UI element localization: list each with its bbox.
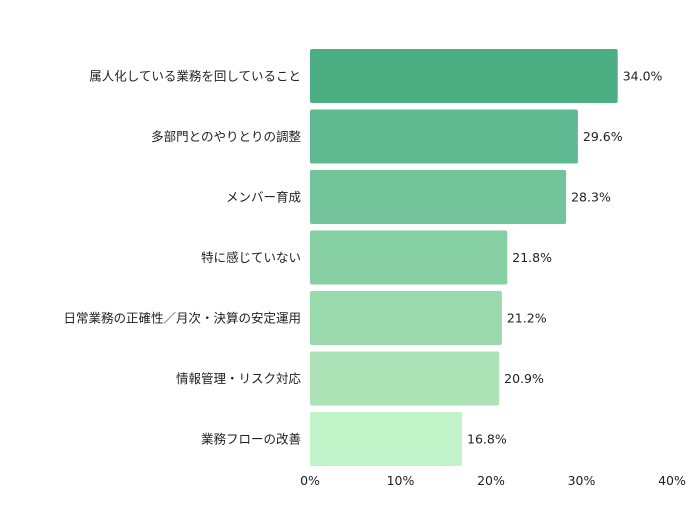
value-labels: 34.0% 29.6% 28.3% 21.8% 21.2% 20.9% 16.8% bbox=[467, 69, 662, 447]
bars-group bbox=[310, 49, 618, 466]
category-label: 情報管理・リスク対応 bbox=[176, 371, 302, 386]
value-label: 34.0% bbox=[623, 69, 663, 84]
x-tick-label: 20% bbox=[477, 473, 505, 488]
bar-2 bbox=[310, 170, 567, 224]
value-label: 29.6% bbox=[583, 129, 623, 144]
x-tick-label: 40% bbox=[658, 473, 686, 488]
x-axis-ticks: 0% 10% 20% 30% 40% bbox=[300, 473, 686, 488]
bar-3 bbox=[310, 230, 508, 285]
category-label: 特に感じていない bbox=[201, 250, 301, 265]
value-label: 16.8% bbox=[467, 432, 507, 447]
category-label: 属人化している業務を回していること bbox=[89, 69, 301, 84]
value-label: 21.8% bbox=[512, 250, 552, 265]
category-label: 多部門とのやりとりの調整 bbox=[151, 129, 301, 144]
bar-5 bbox=[310, 351, 500, 406]
value-label: 28.3% bbox=[571, 190, 611, 205]
bar-4 bbox=[310, 291, 502, 345]
category-label: 日常業務の正確性／月次・決算の安定運用 bbox=[63, 311, 301, 326]
value-label: 21.2% bbox=[507, 311, 547, 326]
x-tick-label: 0% bbox=[300, 473, 320, 488]
category-labels: 属人化している業務を回していること多部門とのやりとりの調整メンバー育成特に感じて… bbox=[63, 69, 301, 447]
category-label: メンバー育成 bbox=[226, 190, 301, 205]
category-label: 業務フローの改善 bbox=[201, 432, 301, 447]
value-label: 20.9% bbox=[504, 371, 544, 386]
x-tick-label: 30% bbox=[568, 473, 596, 488]
bar-0 bbox=[310, 49, 618, 103]
bar-6 bbox=[310, 412, 463, 466]
x-tick-label: 10% bbox=[387, 473, 415, 488]
bar-1 bbox=[310, 109, 578, 164]
